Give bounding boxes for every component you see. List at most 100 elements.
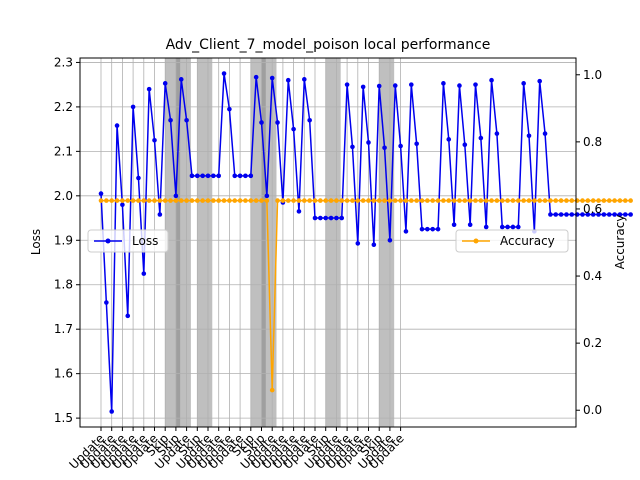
loss-point-38	[302, 77, 307, 82]
accuracy-point-99	[628, 198, 633, 203]
accuracy-point-5	[125, 198, 131, 203]
loss-point-16	[184, 117, 189, 123]
accuracy-point-0	[98, 198, 104, 203]
accuracy-point-96	[612, 198, 617, 203]
accuracy-point-33	[275, 198, 280, 203]
accuracy-point-41	[318, 198, 323, 203]
accuracy-point-6	[130, 198, 136, 203]
loss-point-43	[328, 215, 334, 221]
accuracy-point-18	[195, 198, 200, 203]
skip-bands	[165, 58, 395, 427]
accuracy-point-42	[323, 198, 329, 203]
accuracy-point-48	[355, 198, 361, 203]
legend-loss-box	[87, 229, 169, 253]
loss-point-92	[590, 212, 596, 217]
accuracy-point-16	[184, 198, 189, 203]
accuracy-point-81	[532, 198, 537, 203]
legend-accuracy-label: Accuracy	[500, 234, 555, 248]
accuracy-point-83	[542, 198, 548, 203]
loss-line	[100, 72, 631, 413]
right-tick-label-5: 1.0	[583, 68, 602, 82]
accuracy-point-47	[350, 198, 355, 203]
accuracy-point-64	[441, 198, 446, 203]
loss-point-48	[355, 241, 361, 246]
accuracy-point-86	[558, 198, 564, 203]
left-tick-label-2: 1.7	[54, 322, 73, 336]
left-tick-label-0: 1.5	[54, 411, 73, 425]
accuracy-point-80	[526, 198, 532, 203]
loss-point-72	[483, 224, 489, 230]
loss-point-76	[505, 224, 510, 230]
accuracy-point-40	[312, 198, 318, 203]
loss-point-99	[628, 212, 633, 217]
loss-point-86	[558, 212, 564, 217]
right-axis: 0.0 0.2 0.4 0.6 0.8 1.0	[576, 68, 602, 417]
loss-point-22	[216, 173, 221, 179]
left-tick-label-3: 1.8	[54, 278, 73, 292]
loss-point-6	[130, 104, 136, 110]
loss-point-84	[548, 212, 553, 217]
accuracy-point-82	[537, 198, 542, 203]
loss-point-68	[462, 142, 468, 147]
loss-point-44	[334, 215, 339, 221]
left-tick-label-4: 1.9	[54, 233, 73, 247]
loss-point-88	[569, 212, 575, 217]
accuracy-point-38	[302, 198, 307, 203]
loss-point-25	[232, 173, 238, 179]
accuracy-point-39	[307, 198, 312, 203]
loss-point-8	[141, 271, 147, 276]
loss-point-37	[296, 209, 302, 214]
loss-point-18	[195, 173, 200, 179]
accuracy-point-32	[269, 387, 275, 393]
accuracy-point-44	[334, 198, 339, 203]
accuracy-point-74	[494, 198, 500, 203]
accuracy-series	[98, 198, 633, 393]
accuracy-point-57	[403, 198, 409, 203]
loss-point-98	[623, 212, 628, 217]
accuracy-point-58	[409, 198, 414, 203]
accuracy-point-46	[344, 198, 350, 203]
accuracy-point-77	[510, 198, 516, 203]
accuracy-point-94	[601, 198, 607, 203]
loss-point-39	[307, 117, 312, 123]
plot-frame	[79, 57, 577, 428]
accuracy-point-13	[168, 198, 173, 203]
accuracy-point-63	[435, 198, 441, 203]
accuracy-point-92	[590, 198, 596, 203]
skip-band-4	[261, 58, 277, 427]
accuracy-point-73	[489, 198, 494, 203]
accuracy-point-95	[606, 198, 612, 203]
loss-point-78	[516, 224, 521, 230]
skip-band-6	[379, 58, 395, 427]
accuracy-point-43	[328, 198, 334, 203]
loss-point-70	[473, 82, 478, 87]
accuracy-point-37	[296, 198, 302, 203]
loss-point-23	[221, 71, 227, 76]
loss-point-79	[521, 81, 526, 86]
legend-loss-marker	[105, 238, 111, 244]
accuracy-point-70	[473, 198, 478, 203]
loss-point-96	[612, 212, 617, 217]
loss-point-52	[376, 83, 382, 89]
loss-point-0	[98, 191, 104, 196]
accuracy-point-11	[157, 198, 163, 203]
left-tick-label-7: 2.2	[54, 100, 73, 114]
loss-point-77	[510, 224, 516, 230]
accuracy-point-30	[259, 198, 264, 203]
loss-point-36	[291, 126, 296, 132]
accuracy-point-68	[462, 198, 468, 203]
loss-point-17	[189, 173, 195, 179]
loss-point-91	[585, 212, 591, 217]
accuracy-point-36	[291, 198, 296, 203]
loss-point-56	[398, 143, 403, 149]
accuracy-point-84	[548, 198, 553, 203]
loss-point-7	[136, 175, 141, 181]
loss-point-95	[606, 212, 612, 217]
loss-point-35	[285, 77, 291, 83]
right-axis-label: Accuracy	[613, 215, 627, 270]
right-tick-label-0: 0.0	[583, 403, 602, 417]
accuracy-point-26	[237, 198, 243, 203]
accuracy-point-25	[232, 198, 238, 203]
loss-point-67	[457, 83, 462, 88]
